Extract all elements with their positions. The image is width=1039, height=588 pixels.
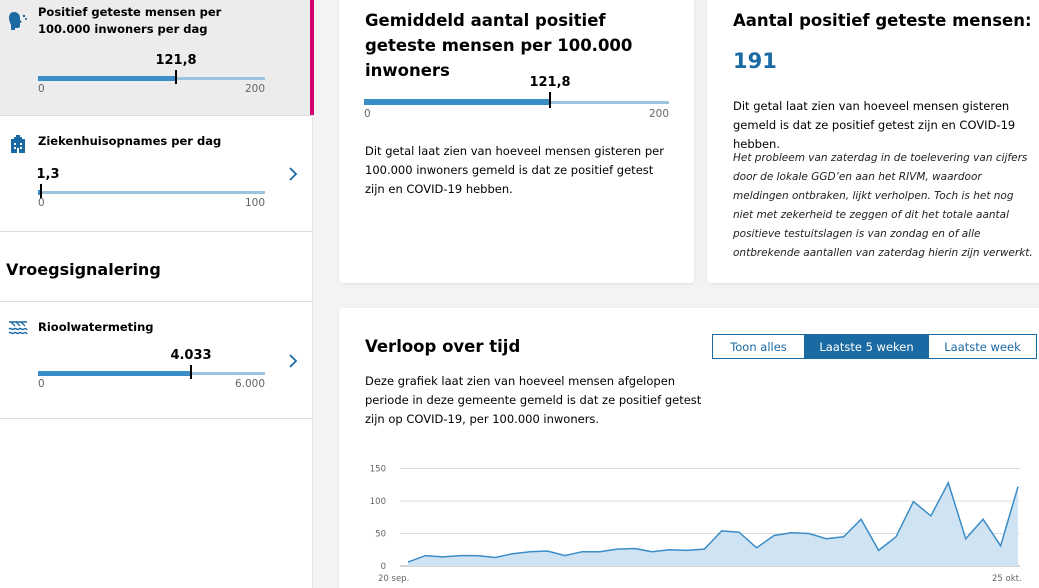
y-tick-label: 0 [381,562,386,572]
sidebar-item-hospital[interactable]: Ziekenhuisopnames per dag 1,3 0 100 [0,116,313,232]
y-tick-label: 50 [375,530,386,540]
person-sneeze-icon [9,12,27,30]
bar-max-label: 200 [648,108,669,120]
card-average-positive: Gemiddeld aantal positief geteste mensen… [339,0,694,283]
toggle-show-all[interactable]: Toon alles [712,334,805,359]
sidebar-item-positive-tests[interactable]: Positief geteste mensen per 100.000 inwo… [0,0,314,116]
hospital-icon [11,135,25,153]
timeline-chart: 0 50 100 150 20 sep. 25 okt. [370,465,1022,585]
card-note: Het probleem van zaterdag in de toelever… [733,152,1033,259]
sewage-water-icon [8,321,28,335]
bar-min-label: 0 [38,83,45,95]
x-tick-label: 20 sep. [378,574,409,584]
chart-area [408,482,1018,566]
time-range-toggle: Toon alles Laatste 5 weken Laatste week [712,334,1037,359]
bar-fill [364,99,550,105]
bar-min-label: 0 [38,378,45,390]
bar-value: 1,3 [36,167,60,182]
bar-marker [40,184,42,198]
y-tick-label: 150 [370,465,386,475]
bar-marker [549,92,551,108]
bar-value: 121,8 [529,75,571,90]
sidebar-bar-positive-tests: 121,8 0 200 [38,53,265,95]
bar-marker [190,365,192,379]
card-description: Dit getal laat zien van hoeveel mensen g… [733,99,1016,151]
bar-fill [38,371,191,376]
divider [0,301,313,302]
y-tick-label: 100 [370,497,386,507]
sidebar-item-title: Positief geteste mensen per 100.000 inwo… [38,5,222,36]
bar-value: 4.033 [170,348,212,363]
bar-value: 121,8 [155,53,197,68]
sidebar-bar-sewage: 4.033 0 6.000 [38,348,265,390]
bar-marker [175,70,177,84]
bar-fill [38,76,176,81]
sidebar-item-title: Rioolwatermeting [38,320,154,334]
toggle-last-week[interactable]: Laatste week [929,334,1037,359]
sidebar-item-sewage[interactable]: Rioolwatermeting 4.033 0 6.000 [0,302,313,419]
toggle-last-5-weeks[interactable]: Laatste 5 weken [805,334,929,359]
sidebar-bar-hospital: 1,3 0 100 [36,167,265,209]
card-bar-average: 121,8 0 200 [364,66,669,120]
chart-line [407,480,1019,563]
sidebar-item-title: Ziekenhuisopnames per dag [38,134,222,148]
x-tick-label: 25 okt. [992,574,1022,584]
card-total-positive: Aantal positief geteste mensen: 191 Dit … [707,0,1039,283]
chart-y-ticks: 0 50 100 150 [370,465,386,573]
card-title: Aantal positief geteste mensen: [733,11,1032,30]
bar-min-label: 0 [364,108,371,120]
total-number: 191 [733,49,777,73]
bar-min-label: 0 [38,197,45,209]
bar-track [38,191,265,194]
bar-max-label: 200 [244,83,265,95]
sidebar: Positief geteste mensen per 100.000 inwo… [0,0,314,588]
bar-fill [38,190,41,195]
section-heading: Vroegsignalering [6,260,161,279]
bar-max-label: 6.000 [234,378,265,390]
card-title: Gemiddeld aantal positief geteste mensen… [365,11,633,80]
chevron-right-icon[interactable] [287,353,299,369]
card-description: Dit getal laat zien van hoeveel mensen g… [365,144,664,196]
chevron-right-icon[interactable] [287,166,299,182]
timeline-title: Verloop over tijd [365,337,521,356]
timeline-description: Deze grafiek laat zien van hoeveel mense… [365,374,702,426]
bar-max-label: 100 [244,197,265,209]
